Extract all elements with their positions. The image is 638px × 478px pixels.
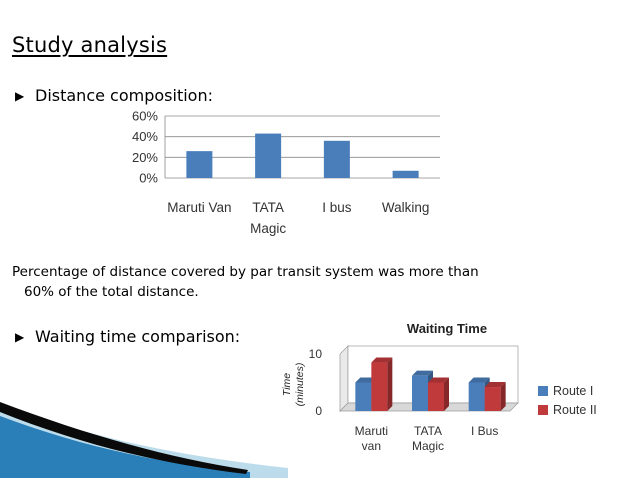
category-label: I bus — [322, 200, 352, 215]
y-tick-label: 10 — [309, 347, 323, 361]
y-axis-label-line: Time — [281, 373, 293, 396]
summary-paragraph: Percentage of distance covered by par tr… — [12, 262, 612, 302]
y-tick-label: 20% — [132, 150, 158, 165]
y-tick-label: 0 — [315, 404, 322, 418]
bar-front — [355, 382, 372, 411]
bar-route-ii-i-bus — [484, 382, 506, 411]
wave-dark-stroke — [0, 402, 248, 474]
y-tick-labels: 10 0 — [309, 347, 323, 418]
y-tick-label: 40% — [132, 129, 158, 144]
bar-route-ii-tata-magic — [428, 377, 449, 411]
bar-front — [484, 387, 501, 411]
category-labels: Maruti Van TATA Magic I bus Walking — [167, 200, 429, 236]
category-label: Magic — [412, 439, 444, 453]
bullet-text: Waiting time comparison: — [35, 327, 241, 346]
bar-front — [428, 382, 444, 411]
bullet-text: Distance composition: — [35, 86, 213, 105]
bar-i-bus — [323, 140, 350, 178]
bar-front — [371, 362, 388, 411]
category-label: I Bus — [471, 424, 498, 438]
bar-top — [428, 377, 449, 383]
bars — [355, 357, 506, 411]
y-tick-label: 60% — [132, 109, 158, 124]
legend-swatch — [538, 405, 548, 415]
bar-walking — [392, 170, 419, 178]
bar-maruti-van — [186, 151, 213, 178]
category-label: TATA — [252, 200, 284, 215]
bar-side — [500, 382, 506, 411]
bar-top — [412, 370, 433, 376]
legend-label: Route I — [553, 384, 593, 398]
legend-swatch — [538, 386, 548, 396]
bullet-arrow-icon: ▶ — [15, 88, 25, 103]
bar-top — [355, 377, 377, 383]
legend-label: Route II — [553, 403, 597, 417]
bar-side — [444, 377, 449, 411]
category-label: Magic — [250, 221, 286, 236]
distance-composition-chart: 60% 40% 20% 0% Maruti Van TATA Magic I bus Walk… — [132, 109, 440, 236]
summary-line-2: 60% of the total distance. — [24, 284, 199, 300]
decorative-wave — [0, 402, 288, 478]
category-label: TATA — [414, 424, 442, 438]
summary-line-1: Percentage of distance covered by par tr… — [12, 264, 479, 280]
bar-side — [387, 357, 393, 411]
bar-route-ii-maruti-van — [371, 357, 393, 411]
bar-top — [468, 377, 490, 383]
bullet-arrow-icon: ▶ — [15, 329, 25, 344]
chart-legend: Route I Route II — [538, 384, 597, 417]
category-label: van — [362, 439, 381, 453]
bar-front — [468, 382, 485, 411]
chart-title: Waiting Time — [407, 321, 487, 336]
category-label: Maruti Van — [167, 200, 231, 215]
side-wall — [339, 345, 349, 412]
bar-top — [484, 382, 506, 388]
y-axis-label-line: (minutes) — [294, 363, 306, 407]
wave-blue-band — [0, 416, 250, 478]
bullet-waiting-time: ▶ Waiting time comparison: — [15, 327, 240, 346]
y-tick-label: 0% — [139, 171, 158, 186]
bar-top — [371, 357, 393, 363]
category-label: Walking — [382, 200, 430, 215]
slide-title: Study analysis — [12, 33, 168, 57]
y-axis-label: Time (minutes) — [281, 363, 306, 407]
bar-tata-magic — [255, 133, 282, 178]
bar-front — [412, 375, 428, 411]
waiting-time-chart: Waiting Time Time (minutes) 10 0 Marutivan… — [281, 321, 597, 453]
category-label: Maruti — [355, 424, 388, 438]
bullet-distance-composition: ▶ Distance composition: — [15, 86, 213, 105]
y-tick-labels: 60% 40% 20% 0% — [132, 109, 158, 186]
bars — [186, 133, 419, 178]
